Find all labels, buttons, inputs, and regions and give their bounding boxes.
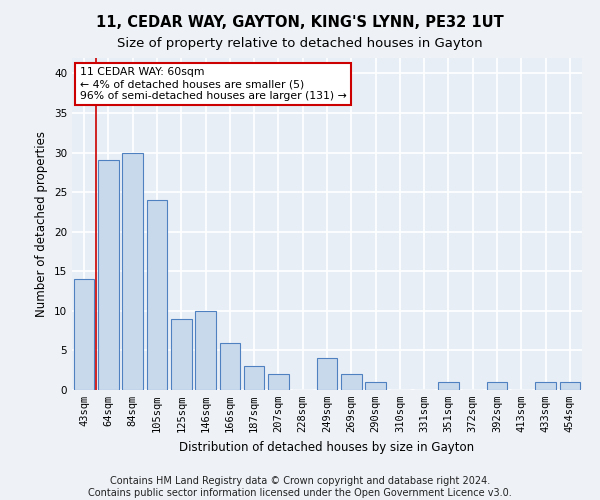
Bar [220, 342, 240, 390]
Bar [535, 382, 556, 390]
Bar [171, 319, 191, 390]
Y-axis label: Number of detached properties: Number of detached properties [35, 130, 49, 317]
Bar [341, 374, 362, 390]
Bar [122, 152, 143, 390]
Bar [365, 382, 386, 390]
Bar [438, 382, 459, 390]
Bar [98, 160, 119, 390]
Text: 11 CEDAR WAY: 60sqm
← 4% of detached houses are smaller (5)
96% of semi-detached: 11 CEDAR WAY: 60sqm ← 4% of detached hou… [80, 68, 346, 100]
Bar [244, 366, 265, 390]
Text: 11, CEDAR WAY, GAYTON, KING'S LYNN, PE32 1UT: 11, CEDAR WAY, GAYTON, KING'S LYNN, PE32… [96, 15, 504, 30]
Bar [317, 358, 337, 390]
Bar [195, 311, 216, 390]
Bar [74, 279, 94, 390]
Bar [146, 200, 167, 390]
Text: Size of property relative to detached houses in Gayton: Size of property relative to detached ho… [117, 38, 483, 51]
Bar [487, 382, 508, 390]
Bar [560, 382, 580, 390]
Text: Contains HM Land Registry data © Crown copyright and database right 2024.
Contai: Contains HM Land Registry data © Crown c… [88, 476, 512, 498]
Bar [268, 374, 289, 390]
X-axis label: Distribution of detached houses by size in Gayton: Distribution of detached houses by size … [179, 440, 475, 454]
